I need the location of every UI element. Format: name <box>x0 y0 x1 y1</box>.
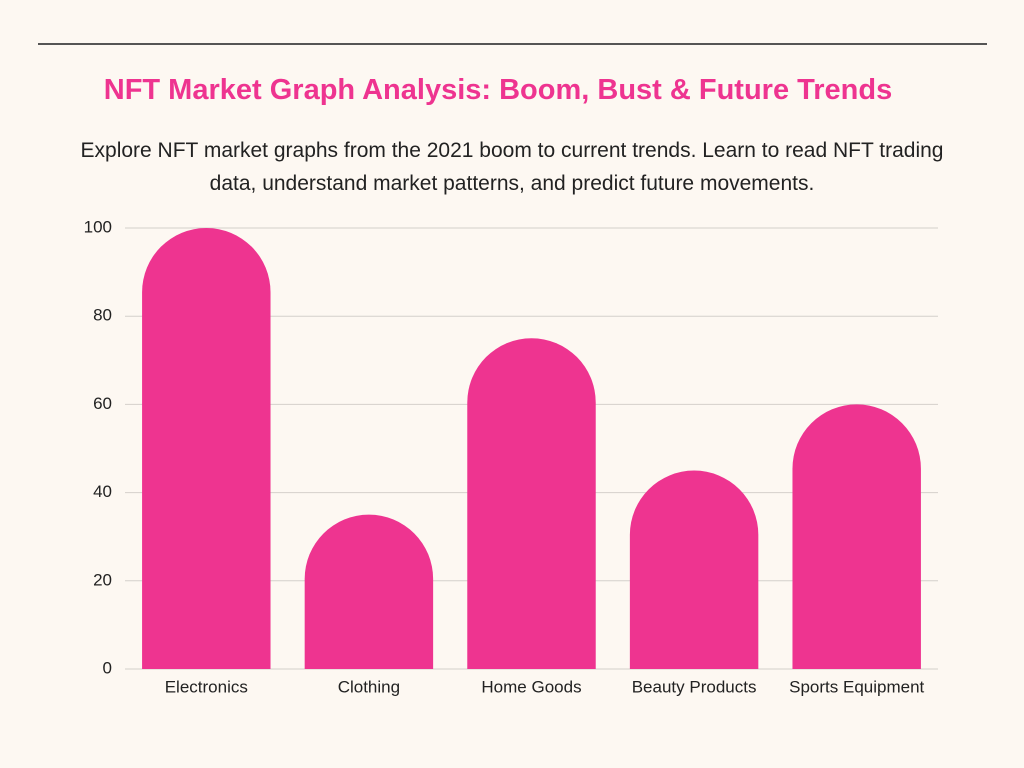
bar <box>304 514 434 669</box>
y-tick-label: 0 <box>103 658 112 677</box>
y-tick-label: 40 <box>93 482 112 501</box>
y-tick-label: 80 <box>93 306 112 325</box>
bar <box>142 227 271 669</box>
x-tick-label: Home Goods <box>481 677 581 696</box>
x-tick-label: Sports Equipment <box>789 677 924 696</box>
y-tick-label: 60 <box>93 394 112 413</box>
chart-title: NFT Market Graph Analysis: Boom, Bust & … <box>103 74 893 106</box>
x-tick-label: Beauty Products <box>632 677 757 696</box>
y-tick-label: 100 <box>84 217 112 236</box>
bar <box>792 404 921 669</box>
top-rule <box>38 43 987 45</box>
y-tick-label: 20 <box>93 570 112 589</box>
bar <box>629 470 759 669</box>
x-tick-label: Electronics <box>165 677 248 696</box>
chart-subtitle: Explore NFT market graphs from the 2021 … <box>80 139 944 195</box>
bar <box>467 338 596 669</box>
x-tick-label: Clothing <box>338 677 400 696</box>
